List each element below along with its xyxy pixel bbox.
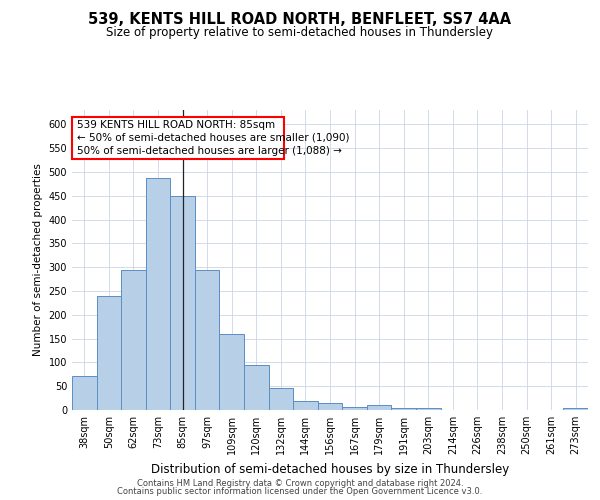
- Bar: [220, 334, 244, 410]
- Bar: [416, 408, 440, 410]
- Text: Size of property relative to semi-detached houses in Thundersley: Size of property relative to semi-detach…: [107, 26, 493, 39]
- Bar: [269, 388, 293, 410]
- Bar: [97, 296, 121, 410]
- Bar: [318, 404, 342, 410]
- FancyBboxPatch shape: [73, 116, 284, 158]
- Bar: [563, 408, 588, 410]
- Y-axis label: Number of semi-detached properties: Number of semi-detached properties: [33, 164, 43, 356]
- Text: 50% of semi-detached houses are larger (1,088) →: 50% of semi-detached houses are larger (…: [77, 146, 342, 156]
- X-axis label: Distribution of semi-detached houses by size in Thundersley: Distribution of semi-detached houses by …: [151, 462, 509, 475]
- Text: 539 KENTS HILL ROAD NORTH: 85sqm: 539 KENTS HILL ROAD NORTH: 85sqm: [77, 120, 275, 130]
- Bar: [391, 408, 416, 410]
- Bar: [146, 178, 170, 410]
- Bar: [72, 376, 97, 410]
- Bar: [244, 365, 269, 410]
- Text: 539, KENTS HILL ROAD NORTH, BENFLEET, SS7 4AA: 539, KENTS HILL ROAD NORTH, BENFLEET, SS…: [88, 12, 512, 28]
- Text: Contains HM Land Registry data © Crown copyright and database right 2024.: Contains HM Land Registry data © Crown c…: [137, 478, 463, 488]
- Bar: [170, 196, 195, 410]
- Text: Contains public sector information licensed under the Open Government Licence v3: Contains public sector information licen…: [118, 487, 482, 496]
- Bar: [367, 405, 391, 410]
- Bar: [121, 270, 146, 410]
- Text: ← 50% of semi-detached houses are smaller (1,090): ← 50% of semi-detached houses are smalle…: [77, 132, 349, 142]
- Bar: [293, 402, 318, 410]
- Bar: [342, 406, 367, 410]
- Bar: [195, 270, 220, 410]
